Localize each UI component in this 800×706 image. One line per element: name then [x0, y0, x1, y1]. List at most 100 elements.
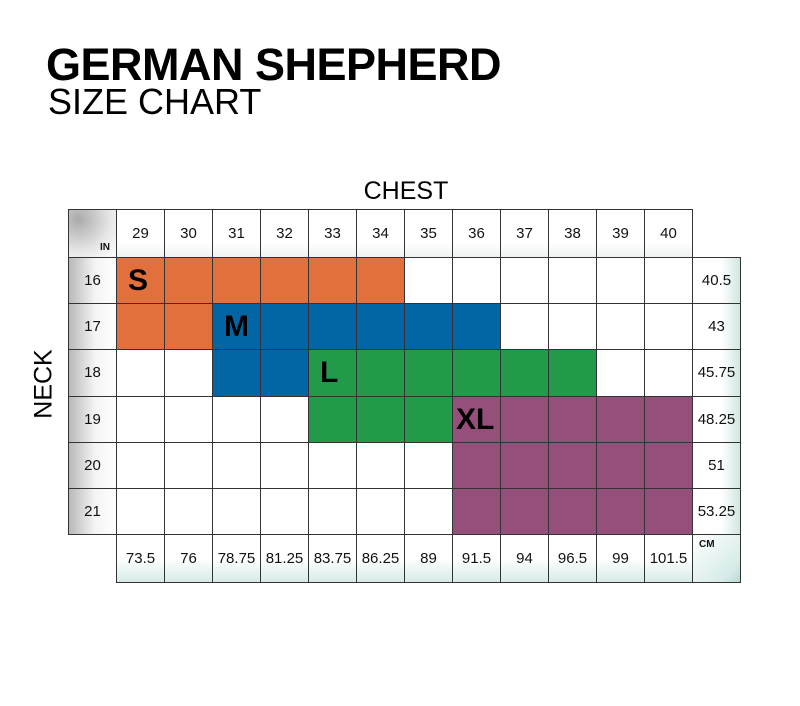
chest-cm-tick: 96.5 [548, 534, 597, 584]
chest-in-tick: 33 [308, 209, 357, 258]
empty-cell [212, 395, 261, 443]
chest-in-tick: 32 [260, 209, 309, 258]
chest-cm-tick: 76 [164, 534, 213, 584]
size-cell [452, 303, 501, 351]
chest-cm-tick: 73.5 [116, 534, 165, 584]
neck-cm-tick: 43 [692, 303, 741, 351]
size-label-l: L [320, 356, 339, 390]
neck-in-tick: 21 [68, 488, 117, 536]
unit-cm-label: CM [692, 534, 741, 584]
size-cell [212, 349, 261, 397]
empty-cell [356, 441, 405, 489]
chart-title: GERMAN SHEPHERD [46, 39, 502, 90]
empty-cell [116, 349, 165, 397]
empty-cell [164, 441, 213, 489]
neck-cm-tick: 51 [692, 441, 741, 489]
size-label-xl: XL [456, 402, 495, 436]
size-cell [500, 395, 549, 443]
empty-cell [596, 303, 645, 351]
size-cell [500, 349, 549, 397]
size-cell [356, 257, 405, 305]
size-cell [404, 395, 453, 443]
size-cell [308, 257, 357, 305]
size-cell [308, 395, 357, 443]
size-cell [596, 488, 645, 536]
empty-cell [452, 257, 501, 305]
size-cell [548, 395, 597, 443]
chest-cm-tick: 94 [500, 534, 549, 584]
neck-in-tick: 19 [68, 395, 117, 443]
size-cell [452, 395, 501, 443]
size-cell [548, 441, 597, 489]
empty-cell [164, 395, 213, 443]
size-cell [644, 488, 693, 536]
empty-cell [404, 257, 453, 305]
size-cell [596, 441, 645, 489]
size-cell [500, 441, 549, 489]
size-cell [356, 349, 405, 397]
chart-subtitle: SIZE CHART [48, 81, 262, 122]
size-cell [596, 395, 645, 443]
empty-cell [164, 488, 213, 536]
empty-cell [116, 395, 165, 443]
empty-cell [500, 303, 549, 351]
size-cell [452, 488, 501, 536]
neck-in-tick: 17 [68, 303, 117, 351]
chest-cm-tick: 78.75 [212, 534, 261, 584]
size-cell [548, 349, 597, 397]
size-cell [404, 349, 453, 397]
size-cell [644, 441, 693, 489]
chest-in-tick: 39 [596, 209, 645, 258]
empty-cell [260, 395, 309, 443]
chest-in-tick: 30 [164, 209, 213, 258]
chest-in-tick: 31 [212, 209, 261, 258]
chest-cm-tick: 86.25 [356, 534, 405, 584]
neck-in-tick: 18 [68, 349, 117, 397]
chest-in-tick: 35 [404, 209, 453, 258]
chest-in-tick: 38 [548, 209, 597, 258]
chest-in-tick: 34 [356, 209, 405, 258]
neck-cm-tick: 48.25 [692, 395, 741, 443]
chest-cm-tick: 89 [404, 534, 453, 584]
x-axis-label: CHEST [363, 177, 449, 205]
chest-cm-tick: 101.5 [644, 534, 693, 584]
chest-cm-tick: 83.75 [308, 534, 357, 584]
y-axis-label: NECK [29, 349, 58, 419]
neck-in-tick: 20 [68, 441, 117, 489]
empty-cell [356, 488, 405, 536]
neck-cm-tick: 40.5 [692, 257, 741, 305]
empty-cell [260, 441, 309, 489]
neck-cm-tick: 45.75 [692, 349, 741, 397]
size-cell [164, 303, 213, 351]
chest-in-tick: 29 [116, 209, 165, 258]
empty-cell [596, 257, 645, 305]
empty-cell [164, 349, 213, 397]
size-cell [452, 441, 501, 489]
size-cell [116, 303, 165, 351]
empty-cell [644, 257, 693, 305]
size-cell [500, 488, 549, 536]
neck-cm-tick: 53.25 [692, 488, 741, 536]
empty-cell [404, 441, 453, 489]
size-cell [308, 303, 357, 351]
neck-in-tick: 16 [68, 257, 117, 305]
chest-cm-tick: 91.5 [452, 534, 501, 584]
empty-cell [404, 488, 453, 536]
size-cell [164, 257, 213, 305]
size-cell [116, 257, 165, 305]
empty-cell [116, 488, 165, 536]
empty-cell [548, 257, 597, 305]
empty-cell [116, 441, 165, 489]
size-cell [212, 303, 261, 351]
empty-cell [212, 441, 261, 489]
empty-cell [548, 303, 597, 351]
empty-cell [212, 488, 261, 536]
empty-cell [500, 257, 549, 305]
empty-cell [596, 349, 645, 397]
size-cell [260, 349, 309, 397]
size-cell [212, 257, 261, 305]
chest-cm-tick: 99 [596, 534, 645, 584]
empty-cell [308, 441, 357, 489]
empty-cell [644, 349, 693, 397]
empty-cell [260, 488, 309, 536]
